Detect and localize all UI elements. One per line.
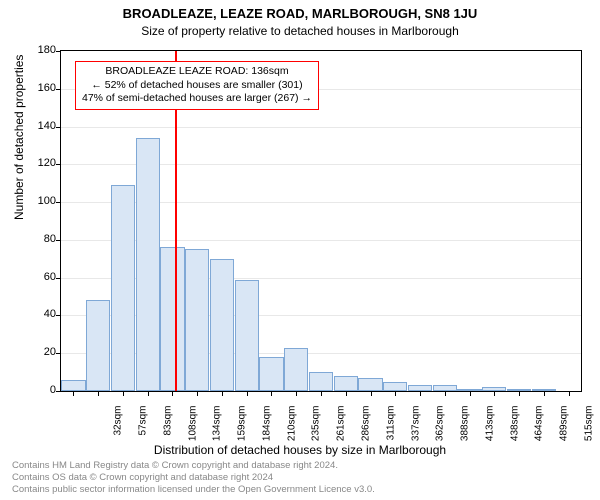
- annotation-line-3: 47% of semi-detached houses are larger (…: [82, 92, 312, 106]
- ytick-mark: [56, 164, 61, 165]
- annotation-line-1: BROADLEAZE LEAZE ROAD: 136sqm: [82, 65, 312, 79]
- ytick-label: 160: [16, 82, 56, 94]
- ytick-mark: [56, 391, 61, 392]
- ytick-label: 140: [16, 120, 56, 132]
- ytick-label: 120: [16, 157, 56, 169]
- xtick-mark: [271, 391, 272, 396]
- ytick-label: 40: [16, 308, 56, 320]
- histogram-bar: [210, 259, 234, 391]
- footer-line-2: Contains OS data © Crown copyright and d…: [12, 472, 375, 484]
- ytick-label: 20: [16, 346, 56, 358]
- ytick-mark: [56, 127, 61, 128]
- xtick-mark: [123, 391, 124, 396]
- ytick-mark: [56, 315, 61, 316]
- footer-attribution: Contains HM Land Registry data © Crown c…: [12, 460, 375, 496]
- histogram-bar: [259, 357, 283, 391]
- ytick-label: 80: [16, 233, 56, 245]
- histogram-bar: [284, 348, 308, 391]
- histogram-bar: [86, 300, 110, 391]
- xtick-mark: [321, 391, 322, 396]
- xtick-mark: [73, 391, 74, 396]
- footer-line-3: Contains public sector information licen…: [12, 484, 375, 496]
- histogram-bar: [383, 382, 407, 391]
- ytick-mark: [56, 353, 61, 354]
- ytick-label: 180: [16, 44, 56, 56]
- ytick-mark: [56, 89, 61, 90]
- histogram-bar: [334, 376, 358, 391]
- ytick-mark: [56, 278, 61, 279]
- xtick-mark: [445, 391, 446, 396]
- xtick-mark: [346, 391, 347, 396]
- histogram-bar: [136, 138, 160, 391]
- histogram-bar: [358, 378, 382, 391]
- xtick-mark: [197, 391, 198, 396]
- xtick-mark: [247, 391, 248, 396]
- xtick-mark: [371, 391, 372, 396]
- xtick-mark: [569, 391, 570, 396]
- xtick-mark: [98, 391, 99, 396]
- annotation-box: BROADLEAZE LEAZE ROAD: 136sqm ← 52% of d…: [75, 61, 319, 110]
- histogram-bar: [61, 380, 85, 391]
- histogram-bar: [160, 247, 184, 391]
- x-axis-label: Distribution of detached houses by size …: [0, 443, 600, 457]
- chart-title-sub: Size of property relative to detached ho…: [0, 24, 600, 38]
- annotation-line-2: ← 52% of detached houses are smaller (30…: [82, 79, 312, 93]
- footer-line-1: Contains HM Land Registry data © Crown c…: [12, 460, 375, 472]
- xtick-mark: [222, 391, 223, 396]
- xtick-mark: [544, 391, 545, 396]
- xtick-mark: [470, 391, 471, 396]
- histogram-bar: [235, 280, 259, 391]
- xtick-mark: [148, 391, 149, 396]
- ytick-mark: [56, 240, 61, 241]
- ytick-mark: [56, 51, 61, 52]
- plot-area: BROADLEAZE LEAZE ROAD: 136sqm ← 52% of d…: [60, 50, 582, 392]
- histogram-bar: [111, 185, 135, 391]
- xtick-mark: [420, 391, 421, 396]
- ytick-label: 60: [16, 271, 56, 283]
- xtick-mark: [296, 391, 297, 396]
- xtick-mark: [395, 391, 396, 396]
- ytick-label: 0: [16, 384, 56, 396]
- xtick-mark: [172, 391, 173, 396]
- chart-title-main: BROADLEAZE, LEAZE ROAD, MARLBOROUGH, SN8…: [0, 6, 600, 21]
- ytick-label: 100: [16, 195, 56, 207]
- histogram-bar: [185, 249, 209, 391]
- xtick-mark: [494, 391, 495, 396]
- xtick-mark: [519, 391, 520, 396]
- ytick-mark: [56, 202, 61, 203]
- histogram-bar: [309, 372, 333, 391]
